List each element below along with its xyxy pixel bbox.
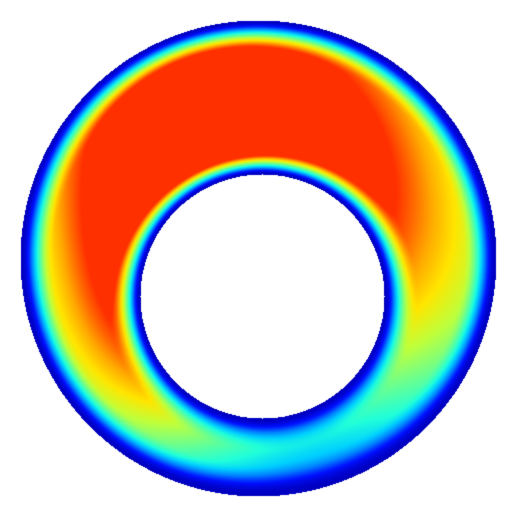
eccentric-annulus-thermal-plot — [0, 0, 516, 516]
